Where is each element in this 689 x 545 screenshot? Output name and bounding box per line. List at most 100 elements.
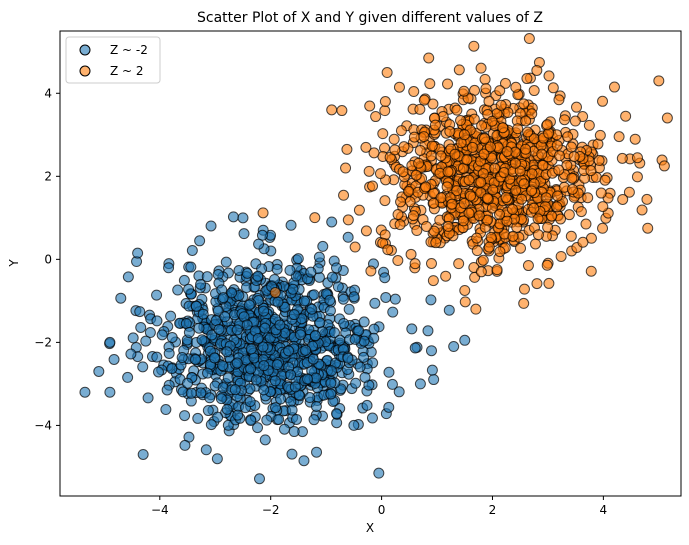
- data-point: [125, 348, 137, 360]
- data-point: [411, 225, 423, 237]
- data-point: [631, 171, 643, 183]
- data-point: [243, 299, 255, 311]
- data-point: [197, 308, 209, 320]
- data-point: [308, 414, 320, 426]
- data-point: [575, 206, 587, 218]
- data-point: [580, 218, 592, 230]
- data-point: [381, 67, 393, 79]
- data-point: [568, 151, 580, 163]
- data-point: [245, 363, 257, 375]
- data-point: [658, 160, 670, 172]
- data-point: [529, 238, 541, 250]
- data-point: [541, 259, 553, 271]
- data-point: [330, 262, 342, 274]
- data-point: [468, 113, 480, 125]
- data-point: [414, 103, 426, 115]
- data-point: [562, 131, 574, 143]
- data-point: [453, 64, 465, 76]
- data-point: [368, 332, 380, 344]
- data-point: [393, 386, 405, 398]
- data-point: [408, 131, 420, 143]
- data-point: [420, 181, 432, 193]
- data-point: [661, 112, 673, 124]
- data-point: [248, 352, 260, 364]
- data-point: [182, 377, 194, 389]
- data-point: [459, 284, 471, 296]
- data-point: [498, 166, 510, 178]
- data-point: [461, 154, 473, 166]
- x-axis: −4 −2 0 2 4: [151, 496, 607, 517]
- data-point: [555, 250, 567, 262]
- data-point: [458, 198, 470, 210]
- data-point: [285, 219, 297, 231]
- data-point: [166, 331, 178, 343]
- data-point: [202, 367, 214, 379]
- data-point: [272, 296, 284, 308]
- data-point: [430, 237, 442, 249]
- data-point: [212, 411, 224, 423]
- data-point: [495, 99, 507, 111]
- data-point: [313, 251, 325, 263]
- data-point: [475, 176, 487, 188]
- data-point: [392, 208, 404, 220]
- data-point: [374, 168, 386, 180]
- y-tick-label: 2: [44, 169, 52, 183]
- data-point: [363, 165, 375, 177]
- data-point: [271, 263, 283, 275]
- data-point: [418, 131, 430, 143]
- data-point: [453, 258, 465, 270]
- data-point: [176, 352, 188, 364]
- data-point: [518, 178, 530, 190]
- data-point: [206, 329, 218, 341]
- data-point: [483, 95, 495, 107]
- data-point: [151, 289, 163, 301]
- data-point: [441, 181, 453, 193]
- data-point: [571, 101, 582, 113]
- data-point: [389, 293, 401, 305]
- data-point: [271, 359, 283, 371]
- data-point: [379, 96, 391, 108]
- data-point: [408, 86, 420, 98]
- data-point: [273, 413, 285, 425]
- data-point: [213, 323, 225, 335]
- data-point: [507, 203, 519, 215]
- data-point: [494, 85, 506, 97]
- data-point: [486, 202, 498, 214]
- data-point: [153, 366, 164, 378]
- data-point: [261, 414, 273, 426]
- data-point: [286, 448, 298, 460]
- data-point: [185, 261, 197, 273]
- data-point: [463, 174, 475, 186]
- data-point: [617, 193, 629, 205]
- data-point: [518, 98, 530, 110]
- data-point: [451, 104, 463, 116]
- data-point: [616, 152, 628, 164]
- data-point: [553, 150, 565, 162]
- data-point: [300, 344, 312, 356]
- data-point: [185, 387, 197, 399]
- data-point: [211, 453, 223, 465]
- data-point: [325, 365, 337, 377]
- data-point: [178, 274, 190, 286]
- data-point: [307, 353, 319, 365]
- data-point: [365, 265, 377, 277]
- data-point: [193, 322, 205, 334]
- data-point: [471, 232, 483, 244]
- data-point: [366, 412, 378, 424]
- data-point: [259, 322, 271, 334]
- data-point: [219, 311, 231, 323]
- data-point: [334, 334, 346, 346]
- data-point: [424, 78, 436, 90]
- data-point: [222, 419, 234, 431]
- data-point: [269, 287, 281, 299]
- data-point: [290, 413, 302, 425]
- y-axis-label: Y: [7, 259, 21, 268]
- data-point: [367, 180, 379, 192]
- data-point: [227, 211, 239, 223]
- data-point: [151, 351, 163, 363]
- data-point: [326, 271, 338, 283]
- data-point: [510, 184, 522, 196]
- data-point: [348, 419, 360, 431]
- data-point: [553, 164, 565, 176]
- data-point: [422, 325, 434, 337]
